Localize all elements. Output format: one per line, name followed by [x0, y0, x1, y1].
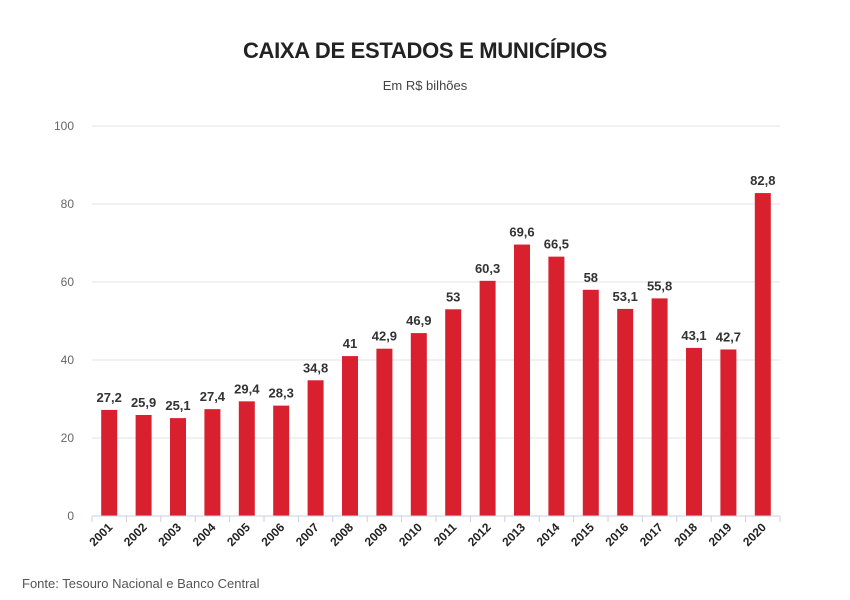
- bar: [307, 380, 324, 516]
- x-tick-label: 2019: [706, 520, 735, 549]
- data-label: 82,8: [750, 173, 775, 188]
- data-label: 27,2: [97, 390, 122, 405]
- bars: [101, 193, 771, 516]
- data-label: 25,9: [131, 395, 156, 410]
- data-label: 29,4: [234, 381, 260, 396]
- data-label: 58: [584, 270, 598, 285]
- x-tick-label: 2007: [293, 520, 322, 549]
- bar: [170, 418, 186, 516]
- data-label: 69,6: [509, 225, 534, 240]
- data-label: 66,5: [544, 237, 569, 252]
- y-tick-label: 20: [61, 431, 75, 445]
- x-tick-label: 2001: [87, 520, 116, 549]
- x-tick-label: 2014: [534, 520, 563, 549]
- bar: [376, 348, 393, 516]
- x-tick-label: 2012: [465, 520, 494, 549]
- bar: [342, 356, 358, 516]
- x-tick-label: 2008: [327, 520, 356, 549]
- bar: [204, 409, 221, 516]
- data-label: 60,3: [475, 261, 500, 276]
- data-label: 27,4: [200, 389, 226, 404]
- x-tick-label: 2020: [740, 520, 769, 549]
- data-label: 25,1: [165, 398, 190, 413]
- y-tick-label: 0: [67, 509, 74, 523]
- x-tick-label: 2013: [499, 520, 528, 549]
- data-label: 46,9: [406, 313, 431, 328]
- data-labels: 27,2 25,9 25,1 27,4 29,4 28,3 34,8 41 42,9 46,9 53…: [97, 173, 776, 413]
- bar: [101, 409, 118, 516]
- bar: [582, 289, 599, 516]
- bar: [686, 347, 702, 516]
- bar: [273, 405, 290, 516]
- y-axis-ticks: 0 20 40 60 80 100: [54, 119, 74, 523]
- x-tick-label: 2005: [224, 520, 253, 549]
- source-note: Fonte: Tesouro Nacional e Banco Central: [22, 576, 260, 591]
- bar: [479, 280, 496, 516]
- data-label: 42,9: [372, 329, 397, 344]
- x-tick-label: 2006: [259, 520, 288, 549]
- data-label: 41: [343, 336, 357, 351]
- x-tick-label: 2011: [431, 520, 460, 549]
- x-tick-label: 2003: [155, 520, 184, 549]
- data-label: 34,8: [303, 360, 328, 375]
- bar: [410, 333, 427, 516]
- bar: [548, 256, 565, 516]
- data-label: 53,1: [613, 289, 638, 304]
- data-label: 43,1: [681, 328, 706, 343]
- y-tick-label: 60: [61, 275, 75, 289]
- bar: [514, 244, 530, 516]
- x-tick-label: 2010: [396, 520, 425, 549]
- bar: [445, 309, 462, 516]
- data-label: 42,7: [716, 329, 741, 344]
- y-tick-label: 80: [61, 197, 75, 211]
- x-axis-ticks: 2001 2002 2003 2004 2005 2006 2007 2008 2009 2010…: [87, 520, 770, 549]
- bar: [135, 414, 152, 516]
- grid-lines: [92, 125, 780, 439]
- data-label: 28,3: [269, 386, 294, 401]
- chart-subtitle: Em R$ bilhões: [382, 78, 468, 93]
- x-tick-label: 2002: [121, 520, 150, 549]
- x-tick-label: 2009: [362, 520, 391, 549]
- x-tick-label: 2015: [568, 520, 597, 549]
- bar: [617, 308, 634, 516]
- bar: [651, 298, 668, 516]
- y-tick-label: 100: [54, 119, 74, 133]
- bar: [754, 193, 771, 516]
- data-label: 55,8: [647, 278, 672, 293]
- x-tick-label: 2016: [603, 520, 632, 549]
- x-axis: [91, 515, 781, 522]
- bar: [720, 349, 737, 516]
- y-tick-label: 40: [61, 353, 75, 367]
- x-tick-label: 2018: [671, 520, 700, 549]
- x-tick-label: 2017: [637, 520, 666, 549]
- x-tick-label: 2004: [190, 520, 219, 549]
- bar: [238, 401, 255, 516]
- data-label: 53: [446, 289, 460, 304]
- chart-title: CAIXA DE ESTADOS E MUNICÍPIOS: [242, 38, 608, 63]
